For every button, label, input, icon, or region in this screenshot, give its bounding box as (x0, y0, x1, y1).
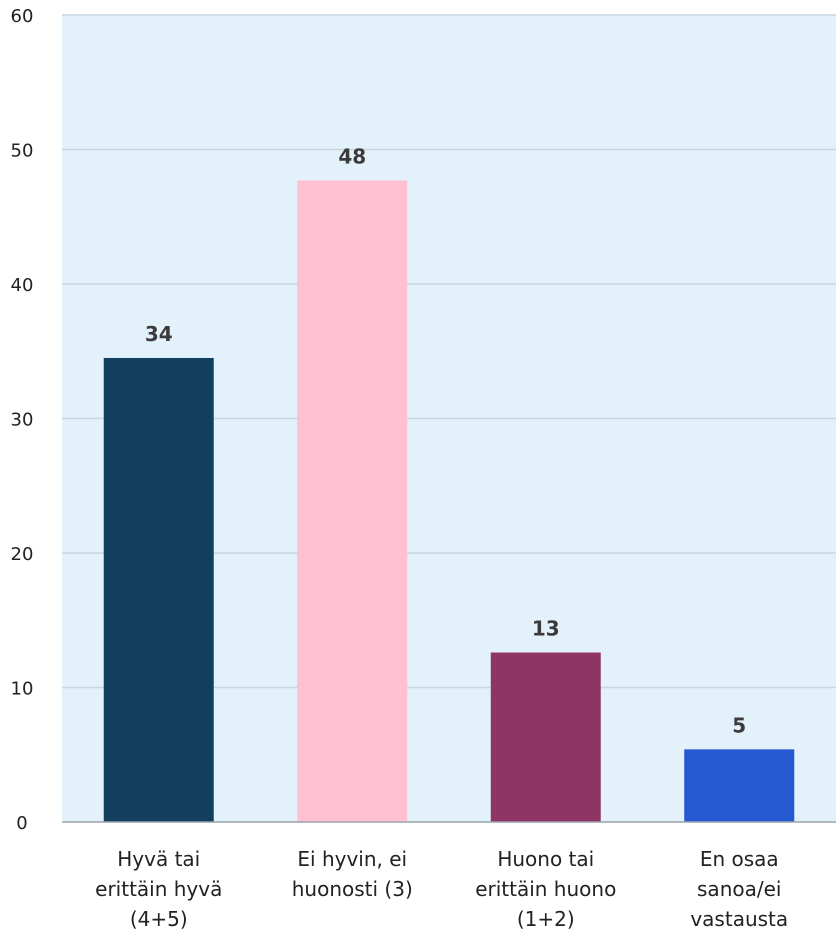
category-label-line: Huono tai (497, 847, 594, 871)
category-label-line: huonosti (3) (292, 877, 413, 901)
y-tick-label: 50 (11, 141, 34, 162)
y-tick-label: 20 (11, 544, 34, 565)
bar (297, 180, 408, 822)
bars (103, 180, 795, 822)
data-label: 5 (732, 713, 746, 737)
category-label-line: En osaa (700, 847, 779, 871)
category-label-line: vastausta (690, 907, 788, 930)
category-label-line: sanoa/ei (697, 877, 781, 901)
y-tick-label: 0 (16, 813, 27, 834)
category-label-line: erittäin hyvä (95, 877, 222, 901)
y-tick-label: 60 (11, 6, 34, 27)
x-axis-categories: Hyvä tai erittäin hyvä (4+5) Ei hyvin, ei hu… (95, 847, 788, 930)
data-label: 48 (338, 144, 366, 168)
data-label: 34 (145, 322, 173, 346)
y-tick-label: 30 (11, 410, 34, 431)
category-label-line: (1+2) (517, 907, 575, 930)
category-label: Ei hyvin, ei huonosti (3) (292, 847, 413, 901)
category-label-line: (4+5) (130, 907, 188, 930)
category-label-line: erittäin huono (475, 877, 616, 901)
data-label: 13 (532, 617, 560, 641)
y-tick-label: 10 (11, 679, 34, 700)
category-label: En osaa sanoa/ei vastausta (690, 847, 788, 930)
data-labels: 34 48 13 5 (145, 144, 746, 737)
category-label-line: Ei hyvin, ei (297, 847, 407, 871)
y-axis-ticks: 0 10 20 30 40 50 60 (11, 6, 34, 834)
bar (103, 357, 214, 822)
bar (490, 652, 601, 822)
bar (684, 749, 795, 822)
category-label-line: Hyvä tai (117, 847, 200, 871)
y-tick-label: 40 (11, 275, 34, 296)
category-label: Huono tai erittäin huono (1+2) (475, 847, 616, 930)
category-label: Hyvä tai erittäin hyvä (4+5) (95, 847, 222, 930)
